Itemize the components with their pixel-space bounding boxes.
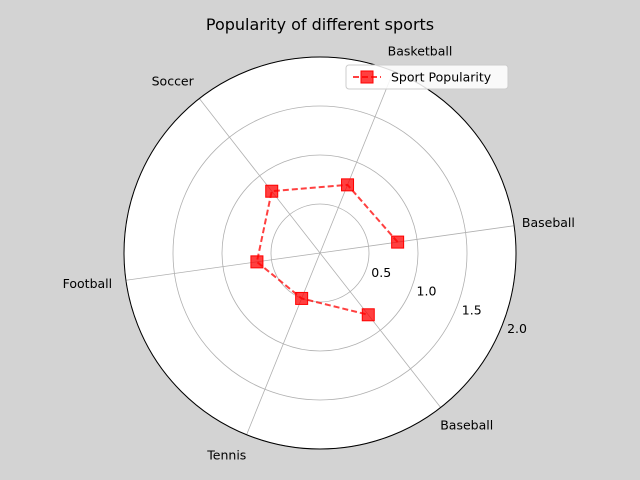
angular-grid <box>125 71 515 435</box>
spoke-2 <box>319 71 394 254</box>
category-label-1: Baseball <box>522 215 575 230</box>
radial-tick-labels: 0.5 1.0 1.5 2.0 <box>371 265 527 336</box>
series-line-1 <box>255 183 399 316</box>
data-point-4 <box>250 255 264 269</box>
r-tick-label-4: 2.0 <box>507 321 527 336</box>
spoke-4 <box>125 252 321 281</box>
chart-title: Popularity of different sports <box>206 15 434 34</box>
spoke-1 <box>319 225 515 254</box>
spoke-5 <box>246 252 321 435</box>
spoke-6 <box>319 252 441 408</box>
spoke-3 <box>199 98 321 254</box>
data-point-6 <box>361 308 375 322</box>
data-point-2 <box>341 178 355 192</box>
legend-marker-swatch <box>360 70 374 84</box>
series-layer <box>250 178 405 322</box>
plot-outline <box>123 56 517 450</box>
category-label-2: Basketball <box>388 43 453 58</box>
legend-box <box>345 64 509 90</box>
category-label-6: Baseball <box>440 417 493 432</box>
data-point-1 <box>391 235 405 249</box>
category-label-5: Tennis <box>206 448 246 463</box>
r-tick-label-3: 1.5 <box>462 302 482 317</box>
r-tick-label-2: 1.0 <box>417 284 437 299</box>
category-label-4: Football <box>63 276 112 291</box>
data-point-3 <box>265 184 279 198</box>
grid-circle-2 <box>221 154 419 352</box>
legend-label: Sport Popularity <box>391 70 492 85</box>
r-tick-label-1: 0.5 <box>371 265 391 280</box>
data-point-5 <box>295 291 309 305</box>
category-labels: Baseball Basketball Soccer Football Tennis Ba… <box>63 43 575 462</box>
category-label-3: Soccer <box>152 74 195 89</box>
legend: Sport Popularity <box>345 64 509 90</box>
grid-circle-3 <box>172 105 468 401</box>
